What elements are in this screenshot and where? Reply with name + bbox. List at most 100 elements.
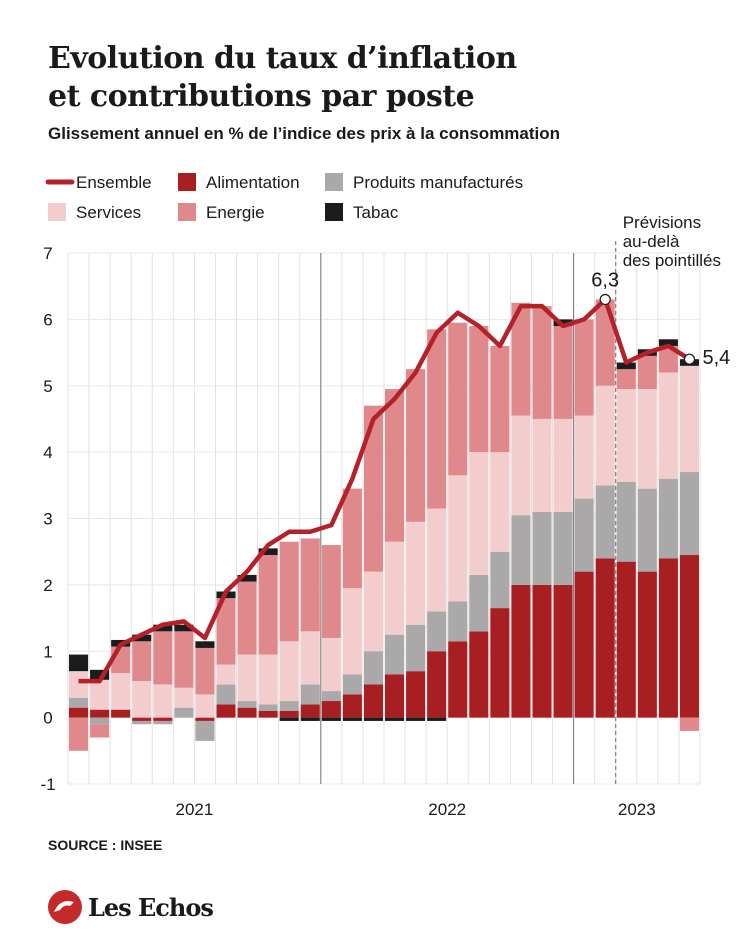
bar-segment (342, 694, 362, 718)
bar-segment (574, 571, 594, 718)
bar-segment (532, 511, 552, 585)
bar-segment (574, 319, 594, 416)
bar-segment (258, 654, 278, 705)
bar-segment (595, 385, 615, 486)
bar-segment (406, 369, 426, 522)
bar-segment (237, 654, 257, 702)
bar-segment (321, 637, 341, 692)
bar-segment (427, 611, 447, 652)
bar-segment (532, 584, 552, 718)
bar-segment (658, 478, 678, 559)
bar-segment (469, 326, 489, 453)
bar-segment (595, 485, 615, 559)
annotation: au-delà (623, 232, 680, 251)
bar-segment (490, 608, 510, 718)
bar-segment (216, 664, 236, 685)
bar-segment (279, 541, 299, 642)
bar-segment (153, 631, 173, 685)
bar-segment (637, 571, 657, 718)
bar-segment (132, 681, 152, 718)
bar-segment (300, 631, 320, 685)
y-tick-label: 6 (43, 310, 52, 329)
bar-segment (385, 541, 405, 635)
bar-segment (258, 710, 278, 718)
bar-segment (321, 701, 341, 718)
bar-segment (174, 624, 194, 632)
bar-segment (153, 720, 173, 725)
bar-segment (237, 574, 257, 582)
chart-title: Evolution du taux d’inflation et contrib… (48, 41, 517, 114)
bar-segment (90, 679, 110, 710)
bar-segment (321, 691, 341, 702)
legend-swatch (178, 203, 196, 221)
legend-label: Tabac (353, 203, 399, 222)
bar-segment (216, 684, 236, 705)
bar-segment (132, 720, 152, 725)
chart-subtitle: Glissement annuel en % de l’indice des p… (48, 124, 561, 143)
bar-segment (448, 641, 468, 718)
bar-segment (174, 687, 194, 708)
bar-segment (406, 717, 426, 721)
bar-segment (321, 717, 341, 721)
brand: Les Echos (88, 893, 213, 922)
bar-segment (300, 717, 320, 721)
bar-segment (385, 717, 405, 721)
bar-segment (132, 717, 152, 721)
bar-segment (153, 717, 173, 721)
bar-segment (321, 545, 341, 638)
bar-segment (427, 508, 447, 612)
legend-swatch (178, 173, 196, 191)
y-tick-label: 4 (43, 443, 52, 462)
bar-segment (679, 365, 699, 473)
bar-segment (258, 555, 278, 655)
bar-segment (532, 306, 552, 419)
bar-segment (195, 717, 215, 721)
y-tick-label: 1 (43, 642, 52, 661)
bar-segment (574, 415, 594, 499)
bar-segment (279, 710, 299, 718)
bar-segment (195, 647, 215, 695)
bar-segment (427, 329, 447, 509)
bar-segment (679, 717, 699, 731)
bar-segment (469, 631, 489, 718)
bar-segment (406, 521, 426, 625)
bar-segment (342, 488, 362, 589)
bar-segment (216, 598, 236, 665)
y-tick-label: 5 (43, 377, 52, 396)
bar-segment (637, 389, 657, 489)
bar-segment (69, 697, 89, 708)
bar-segment (616, 369, 636, 390)
bar-segment (258, 548, 278, 556)
bar-segment (658, 345, 678, 373)
bar-segment (300, 538, 320, 632)
bar-segment (69, 707, 89, 718)
bar-segment (532, 418, 552, 512)
bar-segment (69, 717, 89, 751)
bar-segment (616, 389, 636, 482)
bar-segment (363, 405, 383, 572)
bar-segment (406, 624, 426, 672)
legend-swatch (48, 203, 66, 221)
bar-segment (153, 684, 173, 718)
bar-segment (385, 634, 405, 675)
bar-segment (363, 571, 383, 652)
source: SOURCE : INSEE (48, 837, 162, 853)
bar-segment (490, 452, 510, 552)
legend-label: Produits manufacturés (353, 173, 523, 192)
bar-segment (174, 707, 194, 718)
y-tick-label: 0 (43, 709, 52, 728)
bar-segment (90, 669, 110, 680)
bar-segment (448, 475, 468, 602)
bar-segment (195, 641, 215, 648)
bar-segment (216, 704, 236, 718)
y-tick-label: -1 (40, 775, 55, 794)
bar-segment (342, 588, 362, 675)
bar-segment (153, 624, 173, 632)
bar-segment (195, 694, 215, 718)
bar-segment (363, 651, 383, 685)
legend-label: Energie (206, 203, 265, 222)
point-marker (683, 353, 696, 365)
bar-segment (595, 299, 615, 386)
bar-segment (574, 498, 594, 572)
